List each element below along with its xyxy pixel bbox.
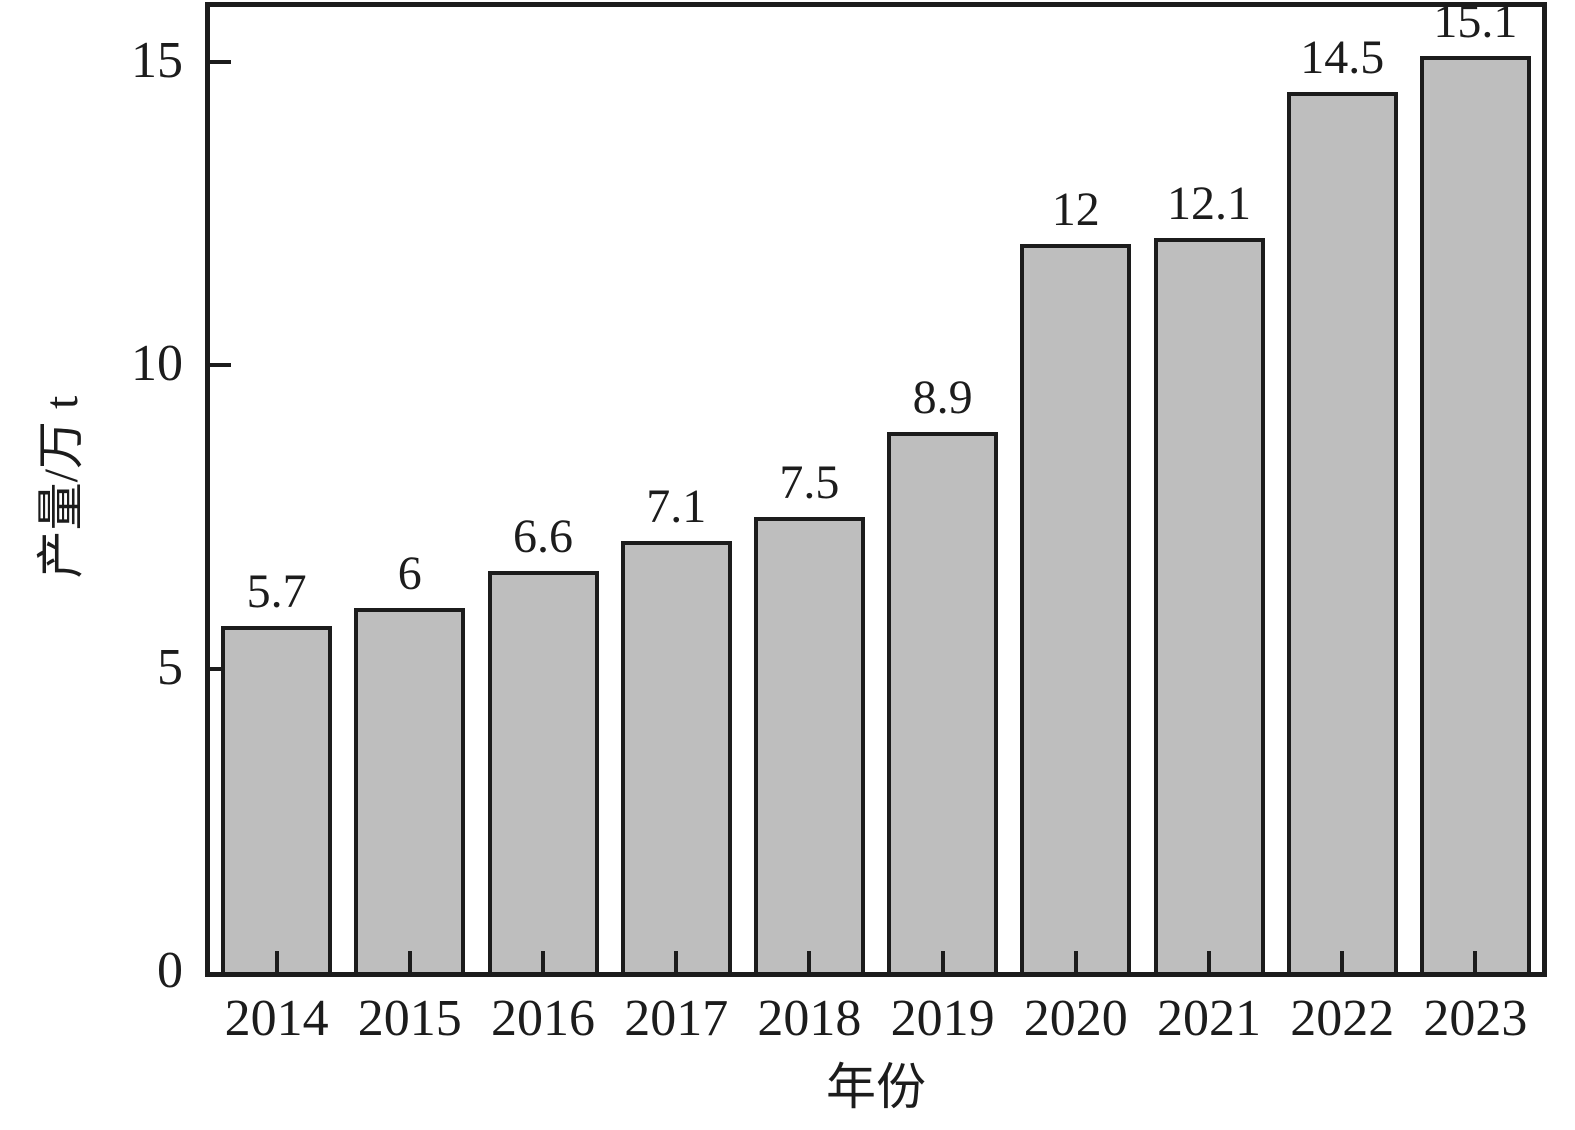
x-tick-label-2023: 2023 bbox=[1423, 990, 1528, 1047]
x-tick-mark bbox=[1473, 951, 1478, 972]
bar-2021 bbox=[1153, 237, 1265, 972]
bar-value-label: 12.1 bbox=[1167, 176, 1251, 230]
x-tick-mark bbox=[407, 951, 412, 972]
bar-2019 bbox=[887, 431, 999, 972]
bar-value-label: 15.1 bbox=[1433, 0, 1518, 48]
x-tick-mark bbox=[1073, 951, 1078, 972]
x-tick-mark bbox=[1207, 951, 1211, 972]
y-tick-label: 15 bbox=[131, 31, 183, 89]
bar-2017 bbox=[620, 541, 732, 972]
bar-value-label: 5.7 bbox=[246, 565, 307, 619]
bar-value-label: 7.5 bbox=[779, 455, 840, 509]
x-tick-label-2016: 2016 bbox=[491, 990, 595, 1047]
bar-value-label: 6.6 bbox=[513, 510, 573, 564]
x-axis-title: 年份 bbox=[826, 1059, 926, 1115]
x-tick-mark bbox=[541, 951, 545, 972]
x-tick-mark bbox=[1340, 951, 1345, 972]
x-tick-label-2014: 2014 bbox=[224, 990, 329, 1047]
x-tick-mark bbox=[807, 951, 812, 972]
bar-2020 bbox=[1020, 243, 1132, 972]
x-tick-mark bbox=[274, 951, 279, 972]
bar-value-label: 8.9 bbox=[912, 370, 973, 424]
bar-value-label: 7.1 bbox=[646, 480, 707, 534]
x-tick-label-2018: 2018 bbox=[757, 990, 862, 1047]
x-tick-label-2017: 2017 bbox=[624, 990, 729, 1047]
bar-2014 bbox=[221, 626, 333, 972]
bar-2018 bbox=[753, 516, 865, 972]
x-tick-label-2021: 2021 bbox=[1157, 990, 1261, 1047]
bar-value-label: 14.5 bbox=[1300, 30, 1385, 84]
y-tick-mark bbox=[210, 666, 231, 671]
y-tick-label: 10 bbox=[131, 335, 183, 393]
bar-2015 bbox=[354, 607, 466, 972]
x-tick-label-2015: 2015 bbox=[357, 990, 462, 1047]
bar-2016 bbox=[487, 571, 599, 972]
y-tick-mark bbox=[210, 363, 231, 368]
x-tick-label-2019: 2019 bbox=[890, 990, 995, 1047]
y-tick-label: 5 bbox=[157, 638, 183, 696]
x-tick-label-2022: 2022 bbox=[1290, 990, 1395, 1047]
x-tick-mark bbox=[940, 951, 945, 972]
plot-area: 5.7 6 6.6 7.1 7.5 8.9 12 12.1 14.5 15.1 bbox=[205, 0, 1547, 977]
bar-value-label: 6 bbox=[397, 546, 422, 600]
bar-value-label: 12 bbox=[1051, 182, 1100, 236]
y-axis-title: 产量/万 t bbox=[35, 395, 88, 579]
x-tick-label-2020: 2020 bbox=[1023, 990, 1128, 1047]
bar-2023 bbox=[1419, 55, 1531, 972]
bar-2022 bbox=[1286, 91, 1398, 972]
y-tick-mark bbox=[210, 59, 231, 64]
x-tick-mark bbox=[674, 951, 679, 972]
y-tick-label: 0 bbox=[157, 941, 183, 999]
